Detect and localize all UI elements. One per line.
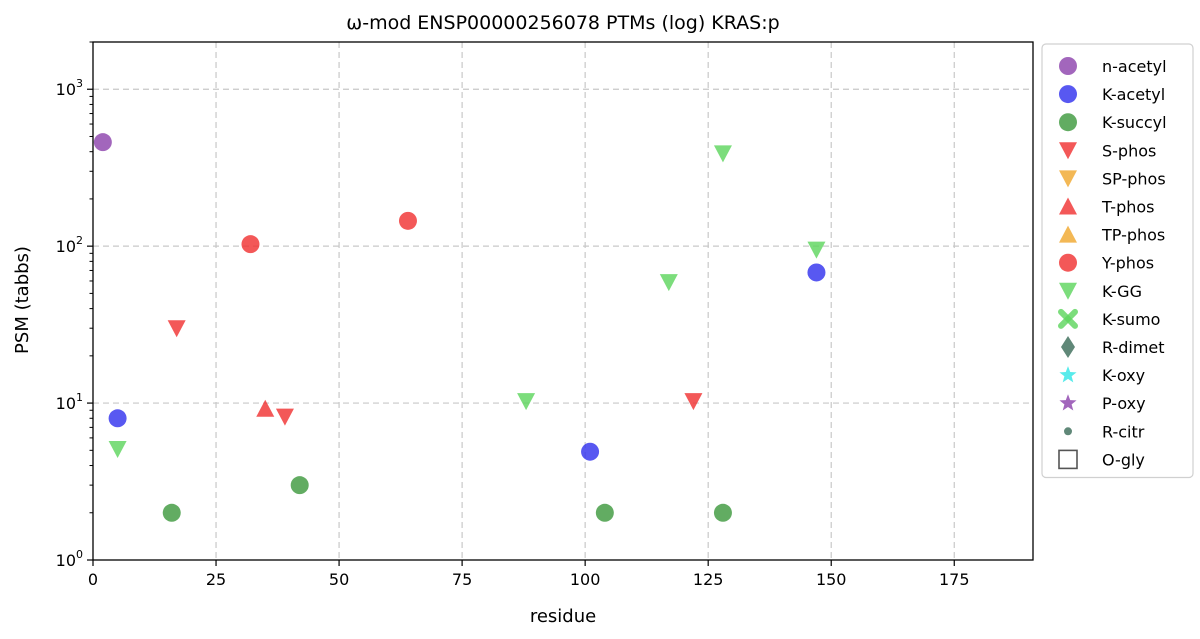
point-Y-phos [241,235,260,254]
legend-label: T-phos [1101,198,1155,217]
legend-marker-T-phos [1059,197,1077,215]
y-tick-label: 101 [56,391,83,413]
point-K-GG [108,440,127,458]
legend-marker-K-sumo [1058,308,1078,329]
point-T-phos [256,399,275,417]
x-tick-label: 125 [693,570,724,589]
grid-lines [93,42,1033,560]
legend-label: S-phos [1102,141,1156,160]
y-tick-label: 100 [56,548,83,570]
legend-label: K-succyl [1102,113,1167,132]
x-tick-label: 50 [329,570,349,589]
legend-marker-P-oxy [1059,394,1077,411]
legend-label: K-oxy [1102,366,1145,385]
legend-marker-SP-phos [1059,170,1077,188]
point-K-acetyl [581,442,600,461]
plot-frame [92,41,1034,561]
x-tick-label: 0 [88,570,98,589]
legend: n-acetyl K-acetyl K-succyl S-phos SP-phos T-p… [1041,43,1194,479]
legend-label: SP-phos [1102,169,1166,188]
point-K-acetyl [807,263,826,282]
point-S-phos [167,320,186,338]
legend-label: Y-phos [1101,254,1154,273]
y-tick-label: 103 [56,77,83,99]
point-K-succyl [290,476,309,495]
legend-marker-R-citr [1064,427,1072,436]
legend-label: TP-phos [1101,226,1165,245]
legend-label: K-acetyl [1102,85,1165,104]
legend-marker-TP-phos [1059,225,1077,243]
legend-label: n-acetyl [1102,57,1167,76]
point-Y-phos [398,211,417,230]
legend-label: O-gly [1102,450,1145,469]
x-tick-label: 75 [452,570,472,589]
y-tick-label: 102 [56,234,83,256]
point-S-phos [275,408,294,426]
legend-marker-n-acetyl [1059,57,1077,75]
legend-label: R-dimet [1102,338,1165,357]
legend-box [1041,43,1194,479]
x-axis-label: residue [530,606,596,627]
legend-marker-Y-phos [1059,253,1077,272]
point-K-GG [659,274,678,292]
legend-marker-K-oxy [1059,366,1077,383]
legend-marker-S-phos [1059,142,1077,160]
legend-marker-R-dimet [1061,336,1075,358]
axes: 0 25 50 75 100 125 150 175 100 101 102 103 [56,41,1034,589]
legend-marker-K-acetyl [1059,85,1077,104]
x-tick-label: 100 [570,570,601,589]
point-S-phos [684,393,703,411]
point-K-GG [807,241,826,259]
point-n-acetyl [93,133,112,152]
legend-label: K-GG [1102,282,1142,301]
legend-label: P-oxy [1102,394,1146,413]
point-K-GG [713,145,732,163]
legend-label: R-citr [1102,422,1145,441]
point-K-GG [517,393,536,411]
point-K-succyl [162,503,181,522]
data-marks [93,133,826,522]
legend-marker-O-gly [1058,449,1078,470]
x-tick-label: 25 [206,570,226,589]
legend-label: K-sumo [1102,310,1160,329]
legend-marker-K-GG [1059,282,1077,300]
point-K-acetyl [108,409,127,428]
point-K-succyl [595,503,614,522]
point-K-succyl [713,503,732,522]
y-axis-label: PSM (tabbs) [12,246,33,354]
chart-title: ω-mod ENSP00000256078 PTMs (log) KRAS:p [346,12,779,34]
x-tick-label: 150 [816,570,847,589]
legend-marker-K-succyl [1059,113,1077,132]
x-tick-label: 175 [939,570,970,589]
